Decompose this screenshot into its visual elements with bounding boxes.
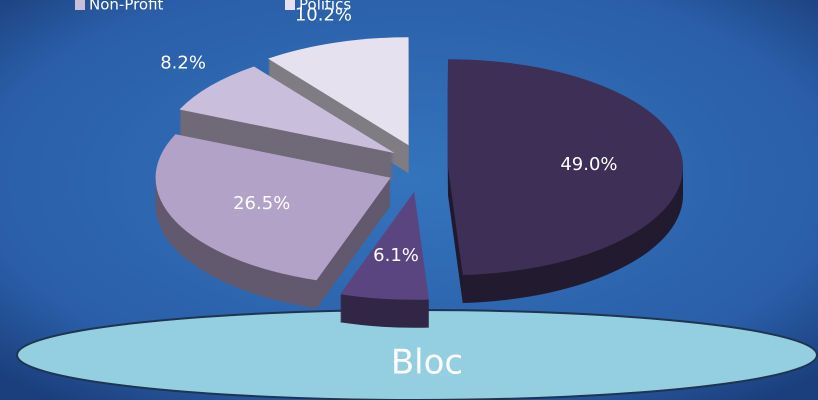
annotation: Bloc xyxy=(391,343,463,383)
legend-swatch xyxy=(285,0,295,10)
data-label: 49.0% xyxy=(560,154,617,175)
slice xyxy=(179,66,395,154)
data-label: 10.2% xyxy=(295,4,352,25)
legend-label: Politics xyxy=(299,0,351,14)
slice xyxy=(155,134,391,281)
legend: Non-Profit Politics xyxy=(75,0,351,14)
data-label: 26.5% xyxy=(233,193,290,214)
slice xyxy=(268,37,409,146)
slice xyxy=(447,59,683,276)
legend-swatch xyxy=(75,0,85,10)
pie: 49.0% 6.1% 26.5% 8.2% 10.2% xyxy=(155,4,683,328)
data-label: 8.2% xyxy=(160,53,206,74)
slice xyxy=(340,191,429,300)
data-label: 6.1% xyxy=(373,245,419,266)
legend-label: Non-Profit xyxy=(89,0,164,14)
